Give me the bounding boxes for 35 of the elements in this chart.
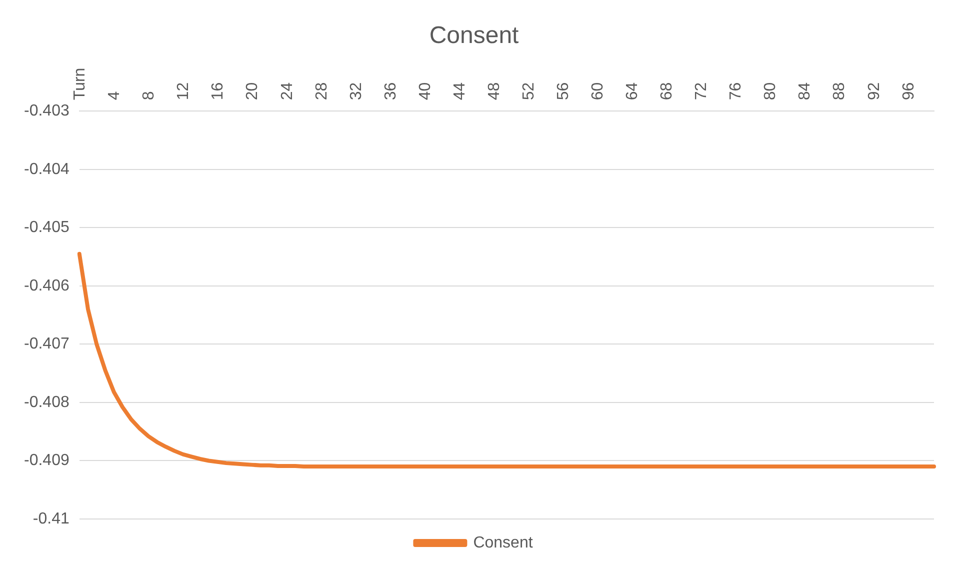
x-tick-label: 40 [416,82,434,100]
x-tick-label: 88 [831,82,848,100]
x-tick-label: 48 [486,82,503,100]
y-tick-label: -0.407 [24,336,70,353]
x-tick-label: 4 [106,91,124,100]
x-tick-label: 36 [382,82,400,100]
x-tick-label: 96 [900,82,918,100]
y-tick-label: -0.404 [24,160,70,178]
x-tick-label: 16 [210,82,227,100]
x-tick-label: 12 [175,82,192,100]
x-tick-label: 56 [555,82,572,100]
chart-title: Consent [429,22,520,50]
x-tick-label: 32 [348,82,365,100]
y-tick-label: -0.403 [24,102,70,120]
y-tick-label: -0.41 [32,510,70,528]
x-tick-label: 68 [658,82,676,100]
x-tick-label: 52 [520,82,538,100]
y-tick-label: -0.408 [24,394,70,411]
x-tick-label: 72 [693,82,710,100]
x-tick-label: 84 [796,82,814,100]
x-tick-label: 24 [278,82,296,100]
x-tick-label: Turn [72,68,89,100]
legend-label: Consent [473,534,534,552]
y-tick-label: -0.409 [24,452,70,470]
y-tick-label: -0.406 [24,277,70,294]
x-tick-label: 20 [244,82,262,100]
y-tick-label: -0.405 [24,219,70,236]
x-tick-label: 60 [590,82,607,100]
x-tick-label: 44 [451,82,468,100]
x-tick-label: 92 [866,82,883,100]
x-tick-label: 28 [313,82,330,100]
x-tick-label: 64 [624,82,642,100]
x-tick-label: 80 [762,82,780,100]
x-tick-label: 8 [140,91,158,100]
x-tick-label: 76 [728,82,745,100]
